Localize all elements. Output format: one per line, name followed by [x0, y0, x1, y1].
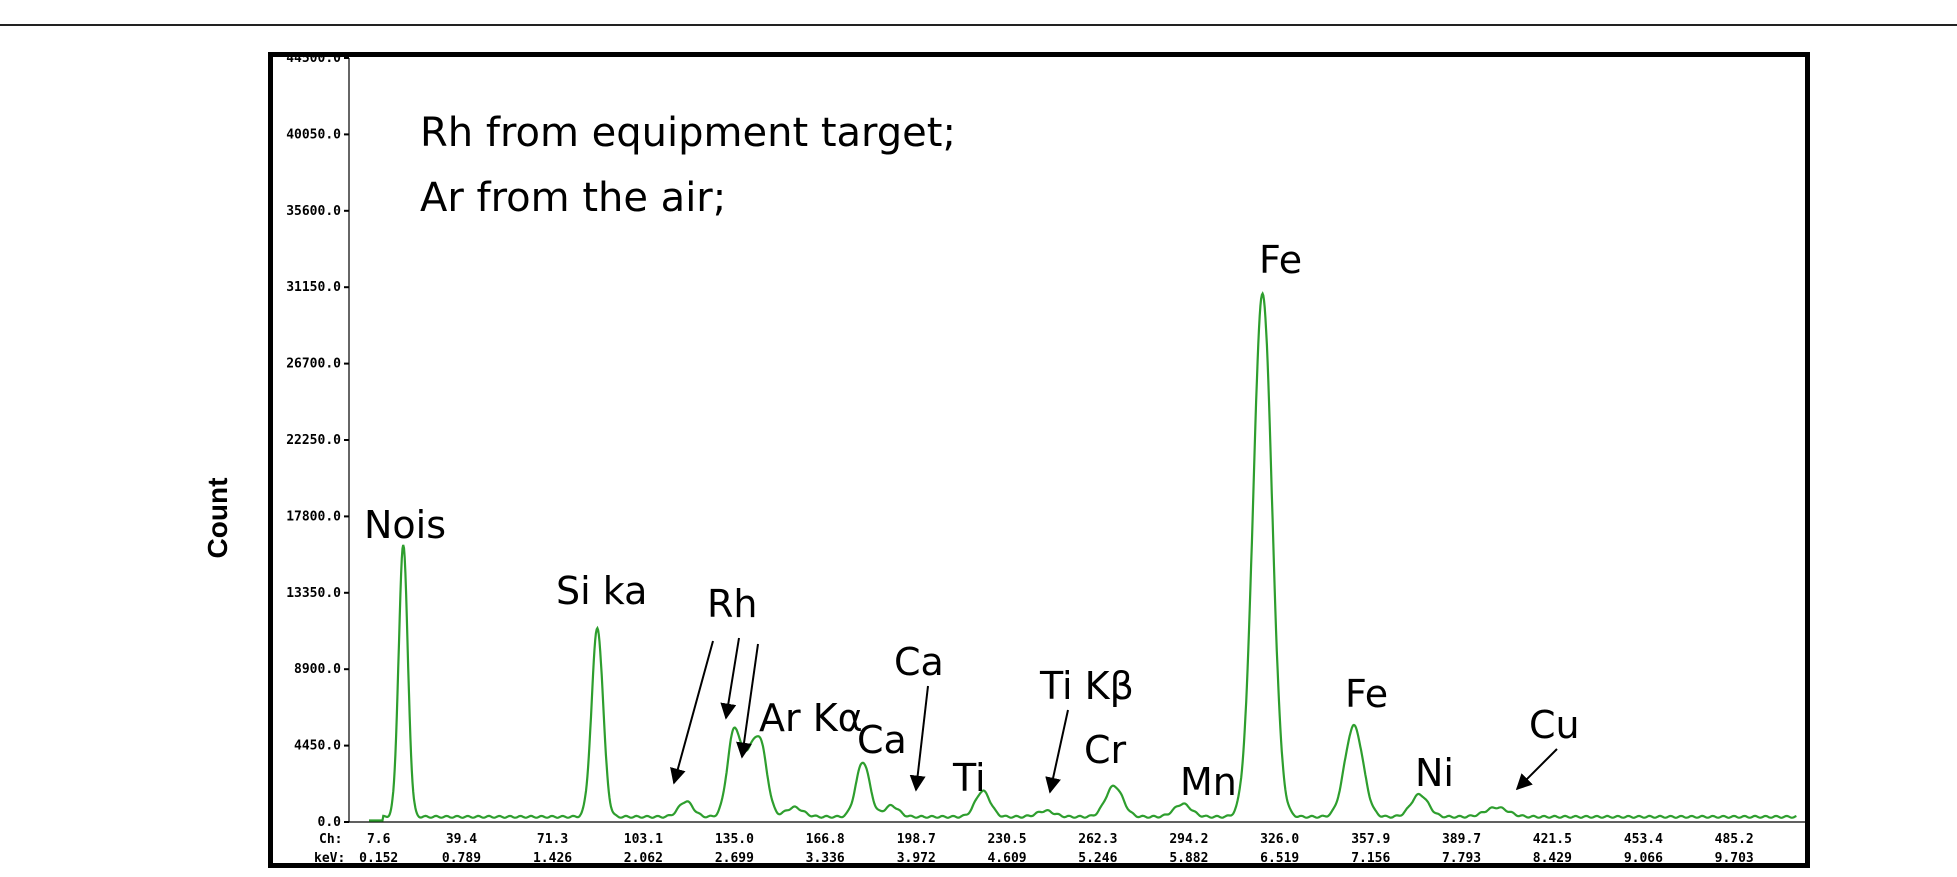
- arrow-ti-kb: [1045, 709, 1069, 794]
- x-tick-label-ch: 7.6: [367, 832, 391, 847]
- x-tick-label-kev: 2.699: [715, 851, 754, 866]
- chart-frame: [268, 52, 1810, 868]
- label-ca-lower: Ca: [857, 718, 907, 762]
- x-tick-label-kev: 1.426: [533, 851, 572, 866]
- x-tick-label-ch: 230.5: [987, 832, 1026, 847]
- x-tick-label-kev: 0.152: [359, 851, 398, 866]
- y-tick-label: 22250.0: [286, 433, 341, 448]
- x-tick-label-kev: 9.703: [1715, 851, 1754, 866]
- label-ti: Ti: [952, 756, 986, 800]
- arrow-rh-2: [720, 637, 740, 720]
- peak-annotations: Rh from equipment target; Ar from the ai…: [364, 110, 1580, 804]
- x-row2-prefix: keV:: [314, 851, 345, 866]
- x-row1-prefix: Ch:: [319, 832, 342, 847]
- x-tick-label-ch: 453.4: [1624, 832, 1663, 847]
- label-ti-kb: Ti Kβ: [1039, 664, 1134, 708]
- x-tick-label-kev: 9.066: [1624, 851, 1663, 866]
- arrow-rh-1: [670, 640, 714, 785]
- y-tick-label: 31150.0: [286, 280, 341, 295]
- y-tick-label: 13350.0: [286, 586, 341, 601]
- label-fe-main: Fe: [1259, 238, 1302, 282]
- x-tick-label-kev: 5.246: [1078, 851, 1117, 866]
- y-ticks: 0.0 4450.0 8900.0 13350.0 17800.0 22250.0 2670…: [286, 51, 349, 830]
- y-tick-label: 0.0: [318, 815, 342, 830]
- label-rh: Rh: [707, 582, 758, 626]
- x-tick-label-kev: 7.156: [1351, 851, 1390, 866]
- note-rh: Rh from equipment target;: [420, 110, 956, 156]
- x-tick-label-kev: 5.882: [1169, 851, 1208, 866]
- x-tick-label-ch: 103.1: [624, 832, 663, 847]
- x-tick-label-ch: 357.9: [1351, 832, 1390, 847]
- label-ar-ka: Ar Kα: [759, 696, 863, 740]
- spectrum-series-line: [369, 291, 1797, 822]
- label-ni: Ni: [1415, 751, 1454, 795]
- x-tick-label-ch: 389.7: [1442, 832, 1481, 847]
- label-cr: Cr: [1084, 728, 1127, 772]
- note-ar: Ar from the air;: [420, 175, 726, 221]
- arrow-rh-3: [736, 643, 759, 759]
- x-tick-label-ch: 166.8: [806, 832, 845, 847]
- x-tick-label-ch: 421.5: [1533, 832, 1572, 847]
- y-tick-label: 26700.0: [286, 357, 341, 372]
- x-tick-label-kev: 8.429: [1533, 851, 1572, 866]
- x-tick-label-kev: 6.519: [1260, 851, 1299, 866]
- arrow-ca: [909, 685, 929, 792]
- arrow-cu: [1515, 748, 1558, 791]
- label-cu: Cu: [1529, 703, 1580, 747]
- label-fe-kb: Fe: [1345, 672, 1388, 716]
- y-tick-label: 35600.0: [286, 204, 341, 219]
- x-tick-label-ch: 198.7: [897, 832, 936, 847]
- label-si-ka: Si ka: [556, 569, 647, 613]
- y-tick-label: 17800.0: [286, 509, 341, 524]
- x-tick-label-kev: 3.972: [897, 851, 936, 866]
- x-tick-label-kev: 2.062: [624, 851, 663, 866]
- x-tick-label-ch: 326.0: [1260, 832, 1299, 847]
- x-ticks: Ch: keV: 7.6 0.152 39.4 0.789 71.3 1.426 103.1…: [314, 832, 1754, 866]
- top-rule: [0, 24, 1957, 26]
- y-tick-label: 8900.0: [294, 662, 341, 677]
- x-tick-label-ch: 294.2: [1169, 832, 1208, 847]
- label-mn: Mn: [1180, 760, 1237, 804]
- x-tick-label-kev: 0.789: [442, 851, 481, 866]
- x-tick-label-ch: 39.4: [446, 832, 477, 847]
- y-tick-label: 44500.0: [286, 51, 341, 66]
- x-tick-label-ch: 485.2: [1715, 832, 1754, 847]
- label-nois: Nois: [364, 503, 446, 547]
- y-tick-label: 40050.0: [286, 127, 341, 142]
- label-ca-upper: Ca: [894, 640, 944, 684]
- x-tick-label-kev: 3.336: [806, 851, 845, 866]
- x-tick-label-ch: 135.0: [715, 832, 754, 847]
- x-tick-label-ch: 262.3: [1078, 832, 1117, 847]
- annotation-arrows: [670, 637, 1558, 794]
- x-tick-label-kev: 7.793: [1442, 851, 1481, 866]
- y-tick-label: 4450.0: [294, 739, 341, 754]
- x-tick-label-ch: 71.3: [537, 832, 568, 847]
- x-tick-label-kev: 4.609: [987, 851, 1026, 866]
